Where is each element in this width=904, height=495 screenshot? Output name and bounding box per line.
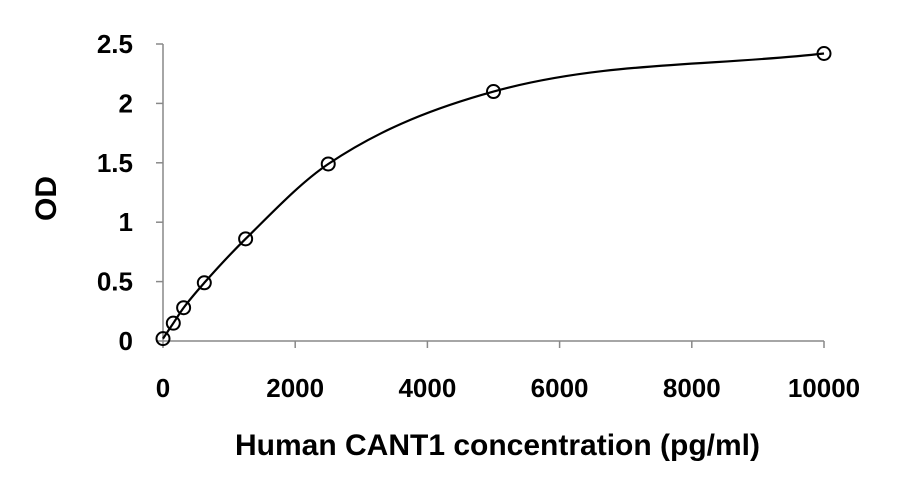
y-axis-title: OD: [30, 176, 63, 221]
x-tick-label: 0: [156, 373, 170, 403]
x-tick-label: 10000: [788, 373, 860, 403]
x-axis-title: Human CANT1 concentration (pg/ml): [235, 429, 760, 462]
data-point: [196, 275, 212, 291]
data-point: [486, 84, 501, 100]
data-point: [238, 231, 254, 247]
y-tick-label: 2: [119, 88, 133, 118]
data-point: [816, 46, 832, 62]
y-tick-label: 1.5: [97, 148, 133, 178]
data-point: [155, 331, 171, 347]
y-tick-label: 0.5: [97, 267, 133, 297]
y-tick-label: 1: [119, 207, 133, 237]
data-points: [155, 46, 832, 347]
fit-curve: [162, 52, 825, 340]
data-point: [165, 315, 181, 331]
x-tick-label: 8000: [663, 373, 721, 403]
data-point: [320, 156, 336, 172]
tick-group: 0 0.5 1 1.5 2 2.5 0 2000 4000 6000 8000 10000: [97, 29, 860, 403]
x-tick-label: 4000: [398, 373, 456, 403]
axes: [162, 44, 824, 342]
x-tick-label: 2000: [266, 373, 324, 403]
x-tick-label: 6000: [531, 373, 589, 403]
y-tick-label: 2.5: [97, 29, 133, 59]
y-tick-label: 0: [119, 326, 133, 356]
data-point: [176, 300, 192, 316]
